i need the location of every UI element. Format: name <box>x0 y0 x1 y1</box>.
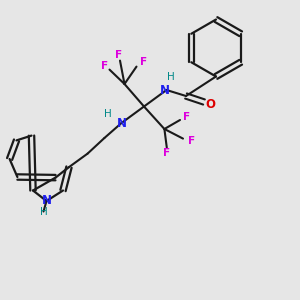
Text: F: F <box>115 50 122 60</box>
Text: H: H <box>40 207 48 218</box>
Text: F: F <box>140 57 148 67</box>
Text: N: N <box>160 83 170 97</box>
Text: H: H <box>103 109 111 119</box>
Text: O: O <box>206 98 216 111</box>
Text: H: H <box>167 71 174 82</box>
Text: F: F <box>100 61 108 71</box>
Text: F: F <box>163 148 170 158</box>
Text: N: N <box>42 194 52 207</box>
Text: F: F <box>183 112 190 122</box>
Text: N: N <box>117 117 127 130</box>
Text: F: F <box>188 136 195 146</box>
